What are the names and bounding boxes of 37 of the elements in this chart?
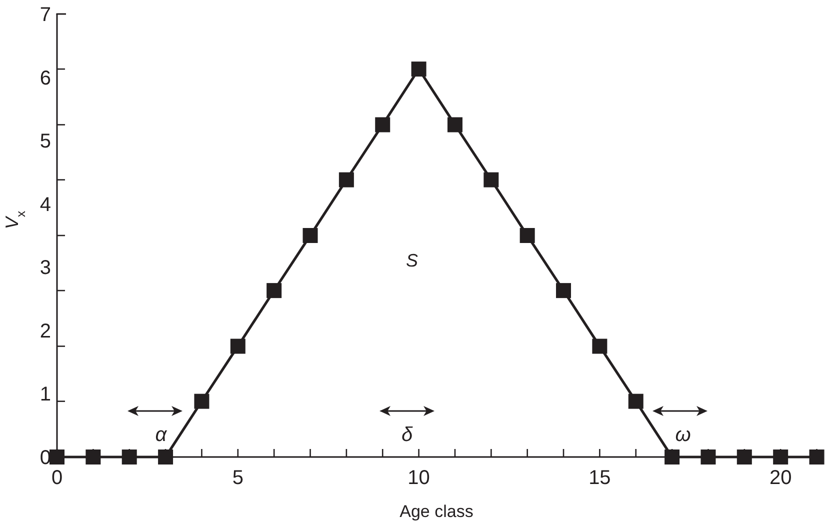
point bbox=[664, 450, 680, 464]
point bbox=[302, 228, 318, 243]
annotation: S bbox=[406, 250, 418, 270]
annotation: α bbox=[155, 424, 168, 446]
x-tick-label: 5 bbox=[232, 467, 244, 489]
point bbox=[773, 450, 788, 464]
point bbox=[158, 450, 174, 464]
y-tick-label: 6 bbox=[40, 67, 51, 90]
x-tick-label: 15 bbox=[588, 467, 611, 489]
y-tick-label: 4 bbox=[40, 194, 51, 216]
point bbox=[736, 450, 752, 464]
x-tick-label: 20 bbox=[769, 467, 792, 489]
point bbox=[230, 338, 246, 354]
point bbox=[628, 394, 644, 409]
y-tick-label: 7 bbox=[40, 4, 51, 26]
point bbox=[556, 283, 572, 298]
y-tick-label: 2 bbox=[40, 320, 51, 342]
point bbox=[484, 172, 499, 188]
point bbox=[122, 450, 137, 464]
annotation: ω bbox=[675, 424, 691, 446]
point bbox=[700, 450, 716, 464]
point bbox=[266, 283, 282, 298]
point bbox=[592, 338, 608, 354]
point bbox=[411, 62, 426, 77]
x-tick-label: 10 bbox=[408, 467, 430, 489]
annotation: δ bbox=[401, 424, 414, 446]
point bbox=[809, 450, 824, 464]
y-tick-label: 5 bbox=[40, 130, 51, 153]
point bbox=[194, 394, 210, 409]
point bbox=[338, 172, 354, 188]
x-axis-title: Age class bbox=[400, 502, 474, 521]
point bbox=[520, 228, 535, 243]
y-tick-label: 3 bbox=[40, 257, 51, 280]
point bbox=[447, 117, 462, 132]
point bbox=[375, 117, 390, 132]
point bbox=[86, 450, 101, 464]
y-tick-label: 1 bbox=[40, 384, 51, 406]
